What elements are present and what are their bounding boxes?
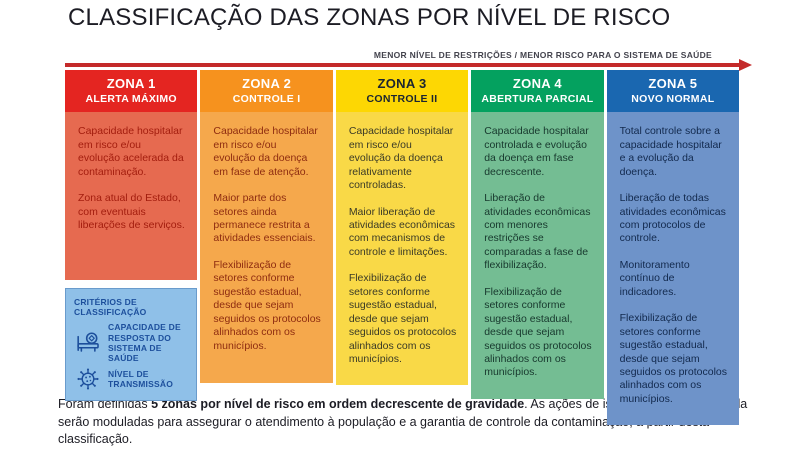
zone-4-header: ZONA 4 ABERTURA PARCIAL <box>471 70 604 113</box>
zone-5-header: ZONA 5 NOVO NORMAL <box>606 70 740 113</box>
direction-arrow <box>65 59 752 72</box>
zone-4-paragraph: Flexibilização de setores conforme suges… <box>484 285 592 379</box>
criteria-item-label: CAPACIDADE DE RESPOSTA DO SISTEMA DE SAÚ… <box>108 322 181 363</box>
zone-1-name: ZONA 1 <box>106 76 156 92</box>
virus-icon <box>74 366 102 392</box>
zone-5-paragraph: Monitoramento contínuo de indicadores. <box>619 258 690 298</box>
zone-1-paragraph: Zona atual do Estado, com eventuais libe… <box>78 192 185 232</box>
zones-row: ZONA 1 ALERTA MÁXIMO Capacidade hospitalar… <box>65 70 740 426</box>
zone-column-4: ZONA 4 ABERTURA PARCIAL Capacidade hospita… <box>471 70 604 399</box>
criteria-item: NÍVEL DE TRANSMISSÃO <box>74 366 191 392</box>
zone-1-description: Capacidade hospitalar em risco e/ou evol… <box>65 112 198 281</box>
zone-1-header: ZONA 1 ALERTA MÁXIMO <box>65 70 198 113</box>
zone-column-3: ZONA 3 CONTROLE II Capacidade hospitalar e… <box>335 70 469 386</box>
arrow-head-icon <box>739 59 752 72</box>
zone-3-header: ZONA 3 CONTROLE II <box>335 70 469 113</box>
hospital-bed-icon <box>74 331 102 355</box>
zone-5-description: Total controle sobre a capacidade hospit… <box>606 112 740 426</box>
arrow-label: MENOR NÍVEL DE RESTRIÇÕES / MENOR RISCO … <box>373 50 712 61</box>
zone-5-paragraph: Total controle sobre a capacidade hospit… <box>619 125 722 178</box>
zone-2-paragraph: Capacidade hospitalar em risco e/ou evol… <box>213 125 318 178</box>
zone-column-1: ZONA 1 ALERTA MÁXIMO Capacidade hospitalar… <box>65 70 198 402</box>
page-title: CLASSIFICAÇÃO DAS ZONAS POR NÍVEL DE RIS… <box>68 4 671 31</box>
zone-2-paragraph: Flexibilização de setores conforme suges… <box>213 258 321 352</box>
zones-panel: MENOR NÍVEL DE RESTRIÇÕES / MENOR RISCO … <box>65 50 752 426</box>
zone-column-5: ZONA 5 NOVO NORMAL Total controle sobre a … <box>606 70 740 426</box>
zone-5-name: ZONA 5 <box>648 76 698 92</box>
zone-3-paragraph: Capacidade hospitalar em risco e/ou evol… <box>348 125 454 192</box>
zone-2-description: Capacidade hospitalar em risco e/ou evol… <box>200 112 333 384</box>
zone-2-subtitle: CONTROLE I <box>232 93 301 106</box>
criteria-item: CAPACIDADE DE RESPOSTA DO SISTEMA DE SAÚ… <box>74 322 191 363</box>
zone-3-paragraph: Flexibilização de setores conforme suges… <box>348 272 457 365</box>
zone-3-name: ZONA 3 <box>377 76 427 92</box>
criteria-title: CRITÉRIOS DE CLASSIFICAÇÃO <box>74 297 147 318</box>
zone-3-subtitle: CONTROLE II <box>366 93 438 106</box>
zone-1-paragraph: Capacidade hospitalar em risco e/ou evol… <box>78 125 184 178</box>
zone-4-name: ZONA 4 <box>512 76 562 92</box>
zone-5-subtitle: NOVO NORMAL <box>631 93 715 106</box>
classification-criteria-box: CRITÉRIOS DE CLASSIFICAÇÃO CAPACIDADE DE … <box>65 288 198 402</box>
zone-2-paragraph: Maior parte dos setores ainda permanece … <box>213 192 316 245</box>
zone-3-description: Capacidade hospitalar em risco e/ou evol… <box>335 112 469 386</box>
criteria-item-label: NÍVEL DE TRANSMISSÃO <box>108 368 174 390</box>
zone-4-paragraph: Liberação de atividades econômicas com m… <box>484 192 591 272</box>
zone-3-paragraph: Maior liberação de atividades econômicas… <box>348 205 456 258</box>
zone-4-description: Capacidade hospitalar controlada e evolu… <box>471 112 604 399</box>
zone-column-2: ZONA 2 CONTROLE I Capacidade hospitalar em… <box>200 70 333 384</box>
zone-4-subtitle: ABERTURA PARCIAL <box>481 93 594 106</box>
zone-2-header: ZONA 2 CONTROLE I <box>200 70 333 113</box>
zone-1-subtitle: ALERTA MÁXIMO <box>85 93 177 106</box>
zone-2-name: ZONA 2 <box>242 76 292 92</box>
zone-5-paragraph: Liberação de todas atividades econômicas… <box>619 192 726 245</box>
zone-5-paragraph: Flexibilização de setores conforme suges… <box>619 312 728 405</box>
zone-4-paragraph: Capacidade hospitalar controlada e evolu… <box>484 125 589 178</box>
footer-text-bold: 5 zonas por nível de risco em ordem decr… <box>151 397 525 412</box>
